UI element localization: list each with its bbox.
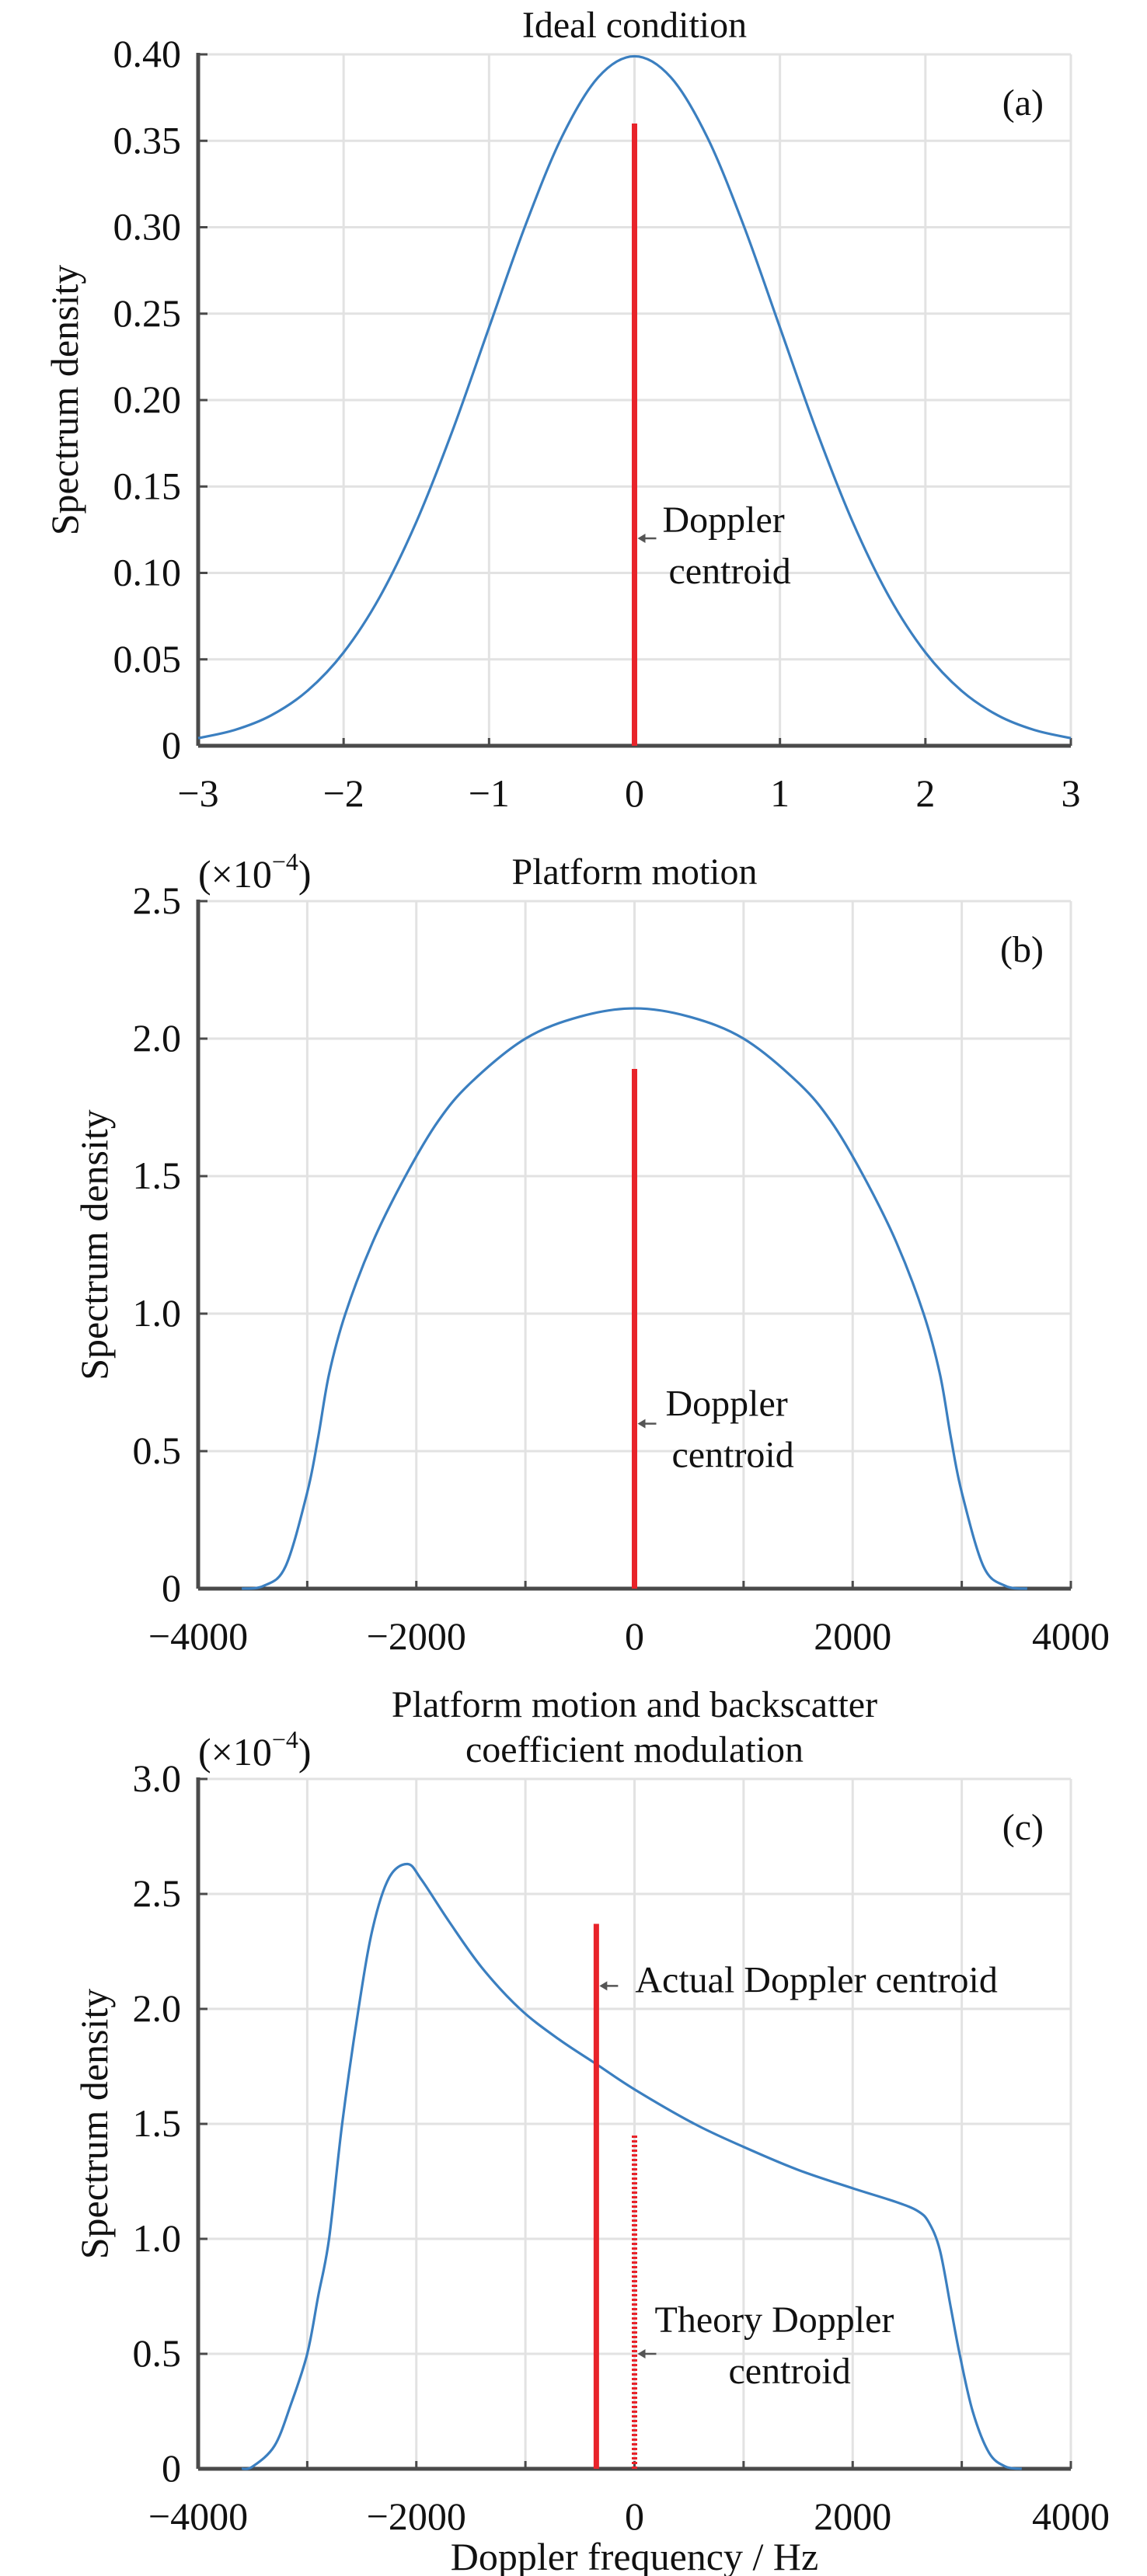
multiplier-exponent: −4	[272, 1725, 298, 1753]
x-tick-label: −4000	[148, 2494, 248, 2538]
x-tick-label: 4000	[1032, 1614, 1110, 1658]
chart-title: Platform motion and backscatter	[392, 1684, 877, 1725]
annotation-text: centroid	[729, 2351, 851, 2392]
annotation-text: Actual Doppler centroid	[635, 1959, 998, 2000]
x-tick-label: −2	[323, 771, 364, 815]
chart-panel-b: −4000 −2000 0 2000 4000 0 0.5 1.0 1.5 2.0 2.5 Platf…	[72, 848, 1110, 1658]
annotation-text: centroid	[669, 551, 791, 592]
annotation-text: Doppler	[666, 1384, 788, 1425]
panel-label: (b)	[1000, 929, 1044, 970]
chart-panel-c: −4000 −2000 0 2000 4000 0 0.5 1.0 1.5 2.0 2.5 3.0 Pl…	[72, 1684, 1110, 2576]
panel-label: (c)	[1002, 1807, 1044, 1848]
panel-label: (a)	[1002, 82, 1044, 124]
arrow-head-icon	[637, 2349, 646, 2358]
x-tick-label: 3	[1062, 771, 1081, 815]
spectrum-curve	[197, 54, 1072, 740]
chart-title: Ideal condition	[522, 5, 747, 46]
x-tick-label: 0	[625, 2494, 644, 2538]
y-tick-label: 2.5	[133, 1871, 182, 1915]
spectrum-curve	[241, 1862, 1023, 2470]
y-tick-label: 0.10	[113, 551, 182, 594]
y-tick-label: 0.20	[113, 378, 182, 421]
y-tick-label: 2.5	[133, 879, 182, 922]
spectrum-curve	[241, 1007, 1028, 1590]
chart-title: Platform motion	[512, 851, 758, 893]
y-tick-label: 0	[162, 1566, 181, 1610]
y-tick-label: 0.40	[113, 32, 182, 75]
x-tick-label: 0	[625, 1614, 644, 1658]
annotation-text: Theory Doppler	[655, 2299, 894, 2341]
multiplier-base: (×10	[198, 852, 272, 896]
y-tick-label: 0.05	[113, 637, 182, 681]
x-tick-label: −4000	[148, 1614, 248, 1658]
x-tick-label: 0	[625, 771, 644, 815]
y-tick-label: 0.35	[113, 118, 182, 162]
annotation-text: Doppler	[663, 500, 785, 541]
y-multiplier-label: (×10−4)	[198, 1725, 312, 1774]
multiplier-close: )	[298, 1730, 312, 1774]
y-tick-label: 1.0	[133, 1291, 182, 1335]
multiplier-close: )	[298, 852, 312, 896]
x-tick-label: 2000	[814, 1614, 891, 1658]
x-tick-label: −2000	[367, 1614, 466, 1658]
y-axis-label: Spectrum density	[43, 265, 86, 536]
y-tick-label: 0.15	[113, 464, 182, 507]
x-tick-label: 2	[915, 771, 935, 815]
y-tick-label: 1.5	[133, 2101, 182, 2145]
x-tick-label: −2000	[367, 2494, 466, 2538]
x-tick-label: 4000	[1032, 2494, 1110, 2538]
chart-panel-a: −3 −2 −1 0 1 2 3 0 0.05 0.10 0.15 0.20 0.25 0.30 0.35 0…	[43, 5, 1081, 815]
y-tick-label: 2.0	[133, 1016, 182, 1060]
y-tick-label: 0.5	[133, 2331, 182, 2375]
y-tick-label: 0.5	[133, 1429, 182, 1472]
y-multiplier-label: (×10−4)	[198, 848, 312, 896]
y-tick-label: 0	[162, 2446, 181, 2490]
x-axis-label: Doppler frequency / Hz	[451, 2535, 818, 2576]
x-tick-label: −1	[469, 771, 510, 815]
y-tick-label: 0	[162, 723, 181, 767]
y-tick-label: 2.0	[133, 1986, 182, 2030]
y-tick-label: 3.0	[133, 1756, 182, 1800]
y-tick-label: 1.5	[133, 1154, 182, 1197]
arrow-head-icon	[637, 1419, 646, 1429]
y-tick-label: 0.25	[113, 291, 182, 335]
y-axis-label: Spectrum density	[72, 1989, 116, 2260]
arrow-head-icon	[637, 534, 646, 543]
annotation-text: centroid	[672, 1435, 794, 1476]
y-tick-label: 0.30	[113, 205, 182, 249]
y-tick-label: 1.0	[133, 2216, 182, 2260]
multiplier-base: (×10	[198, 1730, 272, 1774]
x-tick-label: −3	[177, 771, 218, 815]
multiplier-exponent: −4	[272, 848, 298, 875]
arrow-head-icon	[599, 1981, 608, 1991]
x-tick-label: 1	[770, 771, 790, 815]
y-axis-label: Spectrum density	[72, 1109, 116, 1380]
chart-title: coefficient modulation	[465, 1729, 804, 1770]
x-tick-label: 2000	[814, 2494, 891, 2538]
